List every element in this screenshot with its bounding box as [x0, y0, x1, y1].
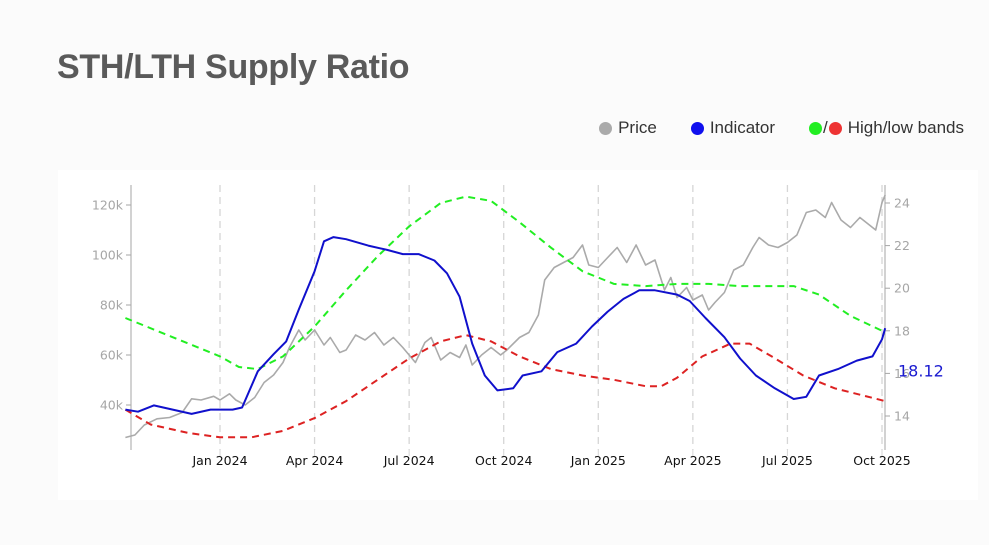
legend-label: Price — [618, 118, 657, 137]
y-left-tick-label: 40k — [100, 398, 124, 413]
legend-slash: / — [823, 118, 828, 137]
x-tick-label: Oct 2025 — [853, 453, 910, 468]
x-tick-label: Jan 2025 — [570, 453, 626, 468]
legend-dot-indicator-icon — [690, 121, 704, 135]
y-right-tick-label: 14 — [894, 409, 910, 424]
y-right-tick-label: 18 — [894, 323, 910, 338]
legend-item-indicator[interactable]: Indicator — [690, 118, 776, 138]
series-line-indicator — [125, 236, 887, 415]
labels-layer: 18.12 — [898, 361, 944, 380]
legend-label: High/low bands — [847, 118, 964, 137]
x-tick-label: Jul 2024 — [383, 453, 435, 468]
legend-item-price[interactable]: Price — [599, 118, 657, 138]
series-line-price — [125, 194, 886, 439]
legend-dot-high-icon — [809, 121, 823, 135]
legend-dot-price-icon — [599, 121, 613, 135]
y-right-tick-label: 16 — [894, 366, 910, 381]
grid — [219, 185, 883, 450]
axes: Jan 2024 Apr 2024 Jul 2024 Oct 2024 Jan 2025… — [92, 185, 911, 468]
y-right-tick-label: 22 — [894, 238, 910, 253]
legend-dot-low-icon — [828, 121, 842, 135]
chart-panel — [58, 170, 978, 500]
last-value-label: 18.12 — [898, 361, 944, 380]
series-layer — [124, 194, 887, 439]
series-line-low-band — [124, 334, 886, 439]
legend-label: Indicator — [709, 118, 776, 137]
x-tick-label: Apr 2024 — [286, 453, 343, 468]
x-tick-label: Apr 2025 — [664, 453, 721, 468]
y-right-tick-label: 20 — [894, 281, 910, 296]
y-left-tick-label: 100k — [92, 248, 124, 263]
x-tick-label: Jul 2025 — [761, 453, 813, 468]
legend: Price Indicator / High/low bands — [565, 118, 964, 138]
x-tick-label: Jan 2024 — [191, 453, 247, 468]
y-right-tick-label: 24 — [894, 196, 910, 211]
y-left-tick-label: 120k — [92, 198, 124, 213]
chart-title: STH/LTH Supply Ratio — [57, 48, 410, 86]
y-left-tick-label: 80k — [100, 298, 124, 313]
legend-item-bands[interactable]: / High/low bands — [809, 118, 964, 138]
y-left-tick-label: 60k — [100, 348, 124, 363]
x-tick-label: Oct 2024 — [475, 453, 532, 468]
